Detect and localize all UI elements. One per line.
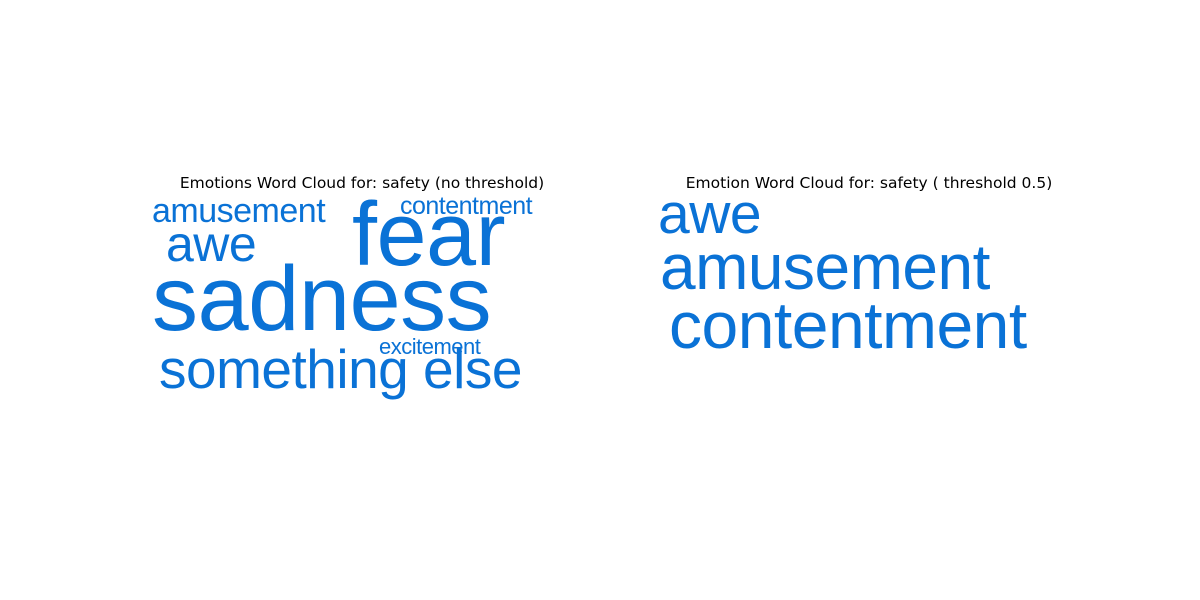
word-contentment: contentment — [669, 288, 1027, 362]
right-chart-title: Emotion Word Cloud for: safety ( thresho… — [685, 174, 1053, 192]
word-excitement: excitement — [379, 334, 481, 359]
word-awe: awe — [166, 216, 257, 272]
word-awe: awe — [658, 182, 762, 246]
word-contentment: contentment — [400, 192, 533, 220]
word-sadness: sadness — [152, 248, 492, 350]
word-something-else: something else — [159, 338, 522, 400]
word-fear: fear — [352, 185, 506, 285]
word-amusement: amusement — [152, 192, 326, 230]
left-chart-title: Emotions Word Cloud for: safety (no thre… — [179, 174, 545, 192]
word-amusement: amusement — [660, 231, 990, 303]
